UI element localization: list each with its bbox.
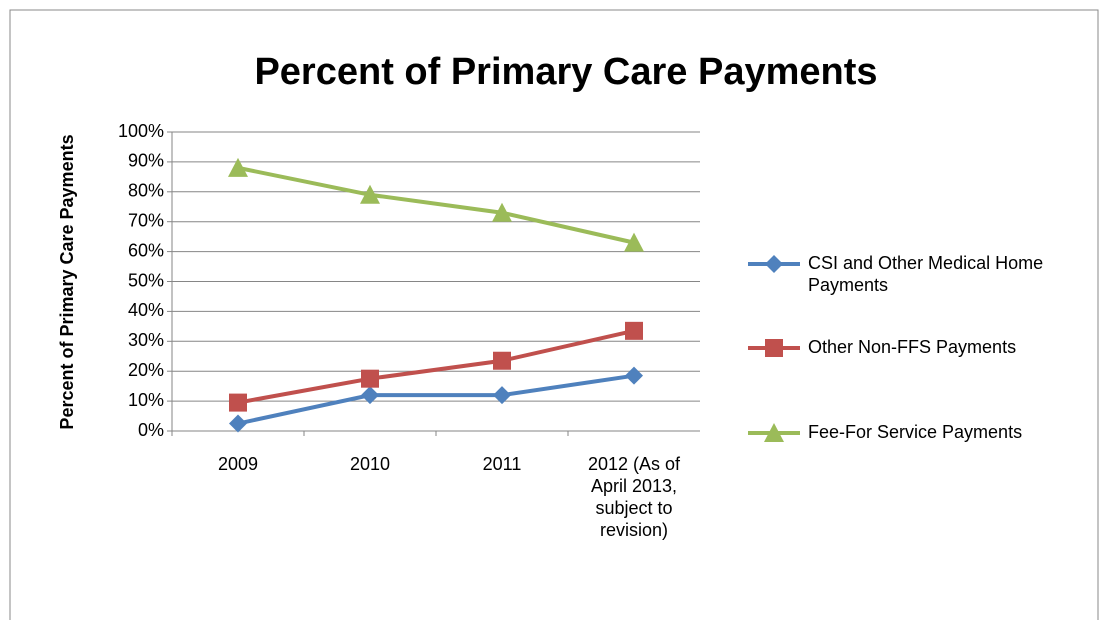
y-tick-label: 90% bbox=[128, 151, 164, 171]
point bbox=[493, 386, 511, 405]
point bbox=[229, 414, 247, 433]
point bbox=[360, 184, 380, 204]
legend-label-box: Other Non-FFS Payments bbox=[808, 337, 1017, 357]
x-tick-label-box: 2011 bbox=[482, 454, 522, 474]
legend-marker bbox=[765, 339, 783, 357]
point bbox=[361, 369, 379, 388]
x-tick-label: 2010 bbox=[349, 454, 391, 474]
y-tick-label: 30% bbox=[128, 330, 164, 350]
legend-marker bbox=[765, 255, 783, 273]
series-line bbox=[237, 328, 635, 405]
y-tick-label: 40% bbox=[128, 300, 164, 320]
y-tick-label: 0% bbox=[138, 420, 164, 440]
y-tick-label: 80% bbox=[128, 181, 164, 201]
point bbox=[625, 366, 643, 385]
series-line bbox=[237, 165, 635, 245]
y-tick-label: 50% bbox=[128, 270, 164, 290]
x-tick-label: 2009 bbox=[217, 454, 259, 474]
legend-marker bbox=[764, 423, 784, 442]
legend-label: CSI and Other Medical Home Payments bbox=[808, 253, 1044, 295]
point bbox=[492, 202, 512, 222]
x-tick-label-box: 2010 bbox=[349, 454, 391, 474]
point bbox=[229, 393, 247, 412]
legend-label: Other Non-FFS Payments bbox=[808, 337, 1017, 357]
y-tick-label: 100% bbox=[118, 121, 164, 141]
point bbox=[228, 157, 248, 177]
point bbox=[493, 351, 511, 370]
point bbox=[624, 232, 644, 252]
x-tick-label-box: 2012 (As of April 2013, subject to revis… bbox=[587, 454, 681, 540]
y-tick-label: 70% bbox=[128, 210, 164, 230]
y-tick-label: 60% bbox=[128, 240, 164, 260]
legend-label: Fee-For Service Payments bbox=[808, 422, 1023, 442]
point bbox=[361, 386, 379, 405]
y-axis-title: Percent of Primary Care Payments bbox=[57, 134, 77, 429]
series-line bbox=[237, 373, 635, 426]
y-tick-label: 10% bbox=[128, 390, 164, 410]
x-tick-label-box: 2009 bbox=[217, 454, 259, 474]
legend-label-box: CSI and Other Medical Home Payments bbox=[808, 253, 1044, 295]
y-tick-label: 20% bbox=[128, 360, 164, 380]
x-tick-label: 2011 bbox=[482, 454, 522, 474]
frame bbox=[9, 9, 1099, 620]
x-tick-label: 2012 (As of April 2013, subject to revis… bbox=[587, 454, 681, 540]
point bbox=[625, 321, 643, 340]
legend-label-box: Fee-For Service Payments bbox=[808, 422, 1023, 442]
chart-title: Percent of Primary Care Payments bbox=[254, 51, 877, 93]
